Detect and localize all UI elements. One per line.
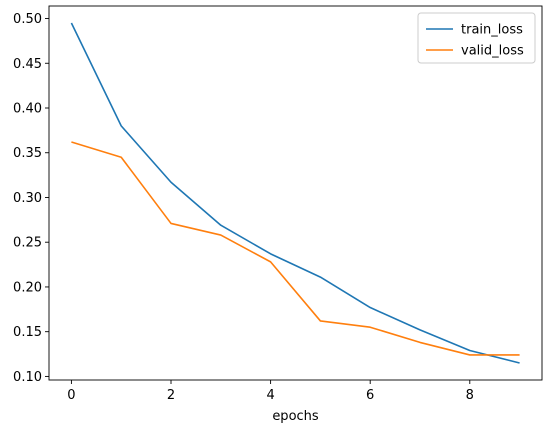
legend-label-valid_loss: valid_loss	[461, 44, 524, 59]
axes-frame	[48, 5, 543, 381]
x-tick-label-4: 8	[466, 388, 474, 403]
series-layer	[70, 22, 520, 364]
y-tick-label-6: 0.40	[13, 102, 42, 117]
legend-label-train_loss: train_loss	[461, 23, 523, 38]
x-axis-label: epochs	[272, 409, 319, 424]
y-tick-label-1: 0.15	[13, 325, 42, 340]
x-tick-label-0: 0	[67, 388, 75, 403]
y-tick-label-3: 0.25	[13, 236, 42, 251]
x-tick-label-1: 2	[167, 388, 175, 403]
plot-background	[49, 6, 542, 380]
x-tick-label-2: 4	[266, 388, 274, 403]
axes-layer: 0 2 4 6 8 0.10 0.15 0.20 0.25 0.30 0.35 0.40 0.45 0.5…	[13, 5, 543, 403]
series-line-valid_loss	[71, 141, 520, 356]
y-tick-label-4: 0.30	[13, 191, 42, 206]
legend: train_loss valid_loss	[417, 12, 536, 64]
x-tick-label-3: 6	[366, 388, 374, 403]
y-tick-label-5: 0.35	[13, 146, 42, 161]
y-tick-label-8: 0.50	[13, 12, 42, 27]
series-line-train_loss	[70, 22, 520, 364]
y-tick-label-2: 0.20	[13, 280, 42, 295]
plot-area	[49, 6, 542, 380]
y-tick-label-0: 0.10	[13, 370, 42, 385]
y-tick-label-7: 0.45	[13, 57, 42, 72]
